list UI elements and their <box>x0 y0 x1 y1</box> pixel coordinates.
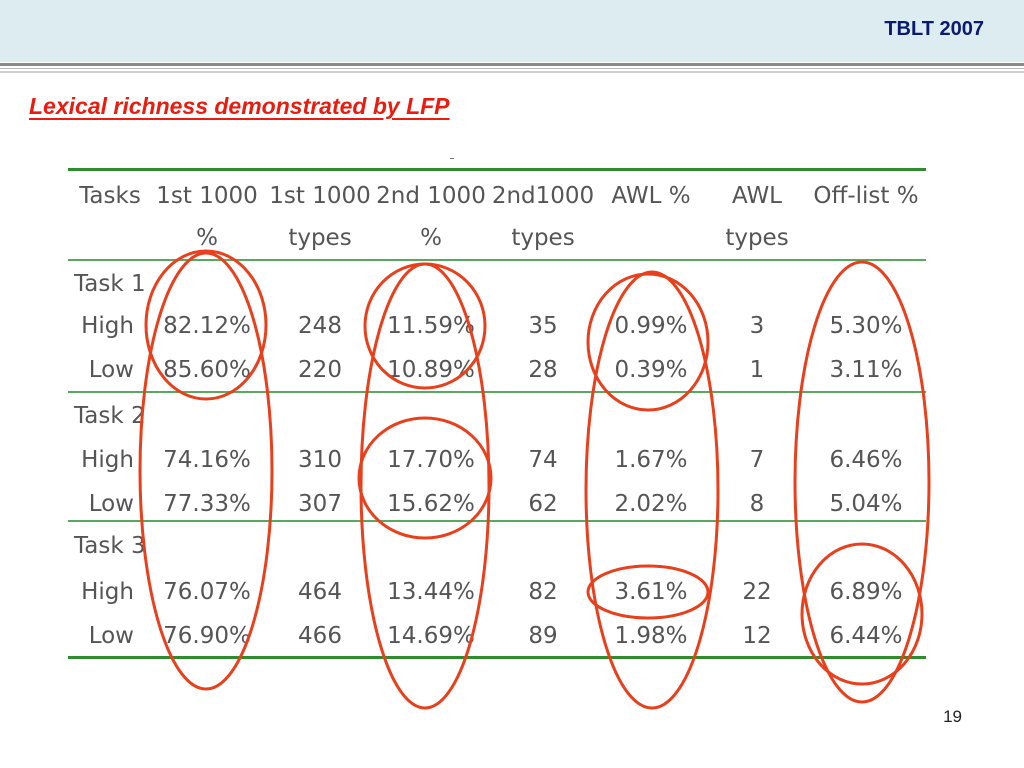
table-cell: 464 <box>298 579 342 605</box>
table-cell: 1.98% <box>614 623 688 649</box>
circle-2nd1000-task2 <box>357 416 493 540</box>
table-cell: 10.89% <box>387 357 475 383</box>
table-cell: 220 <box>298 357 342 383</box>
column-header: 1st 1000 <box>269 183 371 209</box>
header-band <box>0 0 1024 62</box>
column-header: types <box>725 225 789 251</box>
table-cell: 1.67% <box>614 447 688 473</box>
column-header: Tasks <box>79 183 141 209</box>
table-cell: 0.99% <box>614 313 688 339</box>
table-cell: 13.44% <box>387 579 475 605</box>
table-cell: 6.44% <box>829 623 903 649</box>
table-cell: 12 <box>742 623 772 649</box>
tall-oval-awl <box>584 270 720 710</box>
table-cell: 3.11% <box>829 357 903 383</box>
header-rule <box>0 68 1024 69</box>
table-cell: 89 <box>528 623 558 649</box>
column-header: types <box>511 225 575 251</box>
decorative-tick <box>450 158 454 159</box>
table-cell: 11.59% <box>387 313 475 339</box>
table-cell: 85.60% <box>163 357 251 383</box>
column-header: 1st 1000 <box>156 183 258 209</box>
level-label: High <box>81 447 134 473</box>
table-cell: 3.61% <box>614 579 688 605</box>
task-label: Task 1 <box>74 271 146 297</box>
tall-oval-1st1000 <box>138 251 274 691</box>
table-cell: 6.46% <box>829 447 903 473</box>
table-bottom-rule <box>68 656 926 659</box>
header-divider <box>68 259 926 261</box>
header-title: TBLT 2007 <box>884 18 984 40</box>
table-cell: 77.33% <box>163 491 251 517</box>
table-cell: 74 <box>528 447 558 473</box>
table-cell: 14.69% <box>387 623 475 649</box>
level-label: High <box>81 313 134 339</box>
group-divider <box>68 391 926 393</box>
table-cell: 0.39% <box>614 357 688 383</box>
table-cell: 28 <box>528 357 558 383</box>
table-cell: 76.90% <box>163 623 251 649</box>
table-cell: 6.89% <box>829 579 903 605</box>
table-cell: 310 <box>298 447 342 473</box>
column-header: AWL % <box>611 183 691 209</box>
table-cell: 62 <box>528 491 558 517</box>
tall-oval-offlist <box>793 260 931 704</box>
table-cell: 82.12% <box>163 313 251 339</box>
page-number: 19 <box>943 707 962 726</box>
column-header: Off-list % <box>813 183 919 209</box>
circle-offlist-task3 <box>800 542 924 686</box>
column-header: types <box>288 225 352 251</box>
table-cell: 466 <box>298 623 342 649</box>
level-label: High <box>81 579 134 605</box>
table-top-rule <box>68 168 926 171</box>
table-cell: 307 <box>298 491 342 517</box>
table-cell: 8 <box>749 491 765 517</box>
table-cell: 82 <box>528 579 558 605</box>
table-cell: 7 <box>749 447 765 473</box>
table-cell: 74.16% <box>163 447 251 473</box>
column-header: 2nd 1000 <box>376 183 486 209</box>
oval-awl-task3-high <box>586 564 710 620</box>
task-label: Task 2 <box>74 403 146 429</box>
table-cell: 17.70% <box>387 447 475 473</box>
column-header: % <box>196 225 218 251</box>
table-cell: 15.62% <box>387 491 475 517</box>
level-label: Low <box>88 357 134 383</box>
header-rule <box>0 63 1024 66</box>
table-cell: 5.30% <box>829 313 903 339</box>
slide-title: Lexical richness demonstrated by LFP <box>29 93 450 119</box>
column-header: % <box>420 225 442 251</box>
group-divider <box>68 520 926 522</box>
circle-2nd1000-task1 <box>363 262 487 390</box>
task-label: Task 3 <box>74 533 146 559</box>
tall-oval-2nd1000 <box>359 262 491 710</box>
table-cell: 1 <box>749 357 765 383</box>
header-rule <box>0 71 1024 73</box>
column-header: AWL <box>731 183 783 209</box>
table-cell: 2.02% <box>614 491 688 517</box>
table-cell: 22 <box>742 579 772 605</box>
table-cell: 3 <box>749 313 765 339</box>
table-cell: 35 <box>528 313 558 339</box>
table-cell: 5.04% <box>829 491 903 517</box>
circle-1st1000-task1 <box>144 249 268 401</box>
table-cell: 248 <box>298 313 342 339</box>
level-label: Low <box>88 623 134 649</box>
table-cell: 76.07% <box>163 579 251 605</box>
column-header: 2nd1000 <box>491 183 595 209</box>
circle-awl-task1 <box>586 272 710 412</box>
level-label: Low <box>88 491 134 517</box>
